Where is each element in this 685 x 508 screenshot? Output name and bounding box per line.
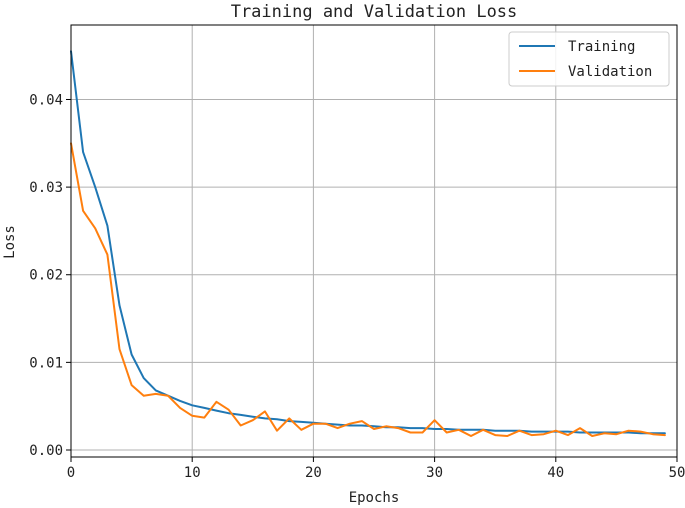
x-tick-label: 30: [426, 465, 443, 481]
y-axis-ticks: 0.00 0.01 0.02 0.03 0.04: [29, 92, 71, 459]
y-axis-label: Loss: [2, 225, 18, 259]
chart-title: Training and Validation Loss: [231, 2, 518, 22]
training-loss-line: [70, 50, 666, 435]
x-tick-label: 0: [67, 465, 75, 481]
legend-training-label: Training: [568, 39, 635, 55]
x-tick-label: 50: [669, 465, 685, 481]
x-tick-label: 20: [305, 465, 322, 481]
x-axis-ticks: 0 10 20 30 40 50: [67, 457, 685, 481]
y-tick-label: 0.04: [29, 92, 63, 108]
y-tick-label: 0.00: [29, 443, 63, 459]
legend: Training Validation: [508, 31, 670, 87]
x-axis-label: Epochs: [349, 490, 400, 506]
y-tick-label: 0.02: [29, 268, 63, 284]
y-tick-label: 0.01: [29, 355, 63, 371]
validation-loss-line: [70, 142, 666, 437]
series-lines: [70, 50, 666, 437]
y-tick-label: 0.03: [29, 180, 63, 196]
x-tick-label: 10: [184, 465, 201, 481]
plot-frame: [70, 24, 678, 458]
legend-validation-label: Validation: [568, 64, 652, 80]
x-tick-label: 40: [547, 465, 564, 481]
